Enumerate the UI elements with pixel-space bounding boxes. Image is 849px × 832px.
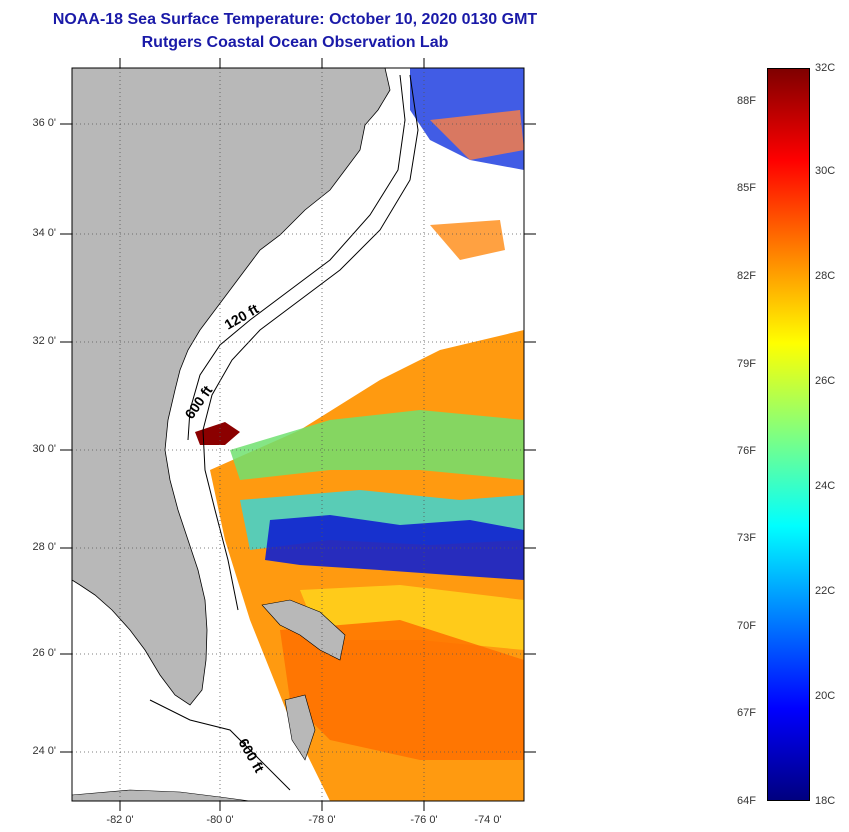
cb-f-73: 73F: [737, 532, 756, 544]
lon-label-80: -80 0': [206, 814, 234, 826]
lat-label-24: 24 0': [32, 745, 56, 757]
contour-south: [149, 699, 291, 791]
cb-c-24: 24C: [815, 480, 836, 492]
lon-label-78: -78 0': [308, 814, 336, 826]
cb-f-88: 88F: [737, 95, 756, 107]
lat-label-32: 32 0': [32, 335, 56, 347]
contour-600ft: [202, 74, 419, 611]
cb-c-28: 28C: [815, 270, 836, 282]
lat-label-28: 28 0': [32, 541, 56, 553]
cb-f-64: 64F: [737, 795, 756, 807]
cb-c-18: 18C: [815, 795, 836, 807]
land-cuba: [72, 789, 251, 801]
cb-c-26: 26C: [815, 375, 836, 387]
lon-label-76: -76 0': [410, 814, 438, 826]
cb-f-85: 85F: [737, 182, 756, 194]
sst-north-warm: [430, 110, 524, 160]
lat-label-30: 30 0': [32, 443, 56, 455]
map-ticks: [60, 58, 536, 811]
cb-f-70: 70F: [737, 620, 756, 632]
graticule: [72, 68, 524, 801]
cb-f-82: 82F: [737, 270, 756, 282]
lon-label-74: -74 0': [474, 814, 502, 826]
cb-f-79: 79F: [737, 358, 756, 370]
sst-mid-patch: [430, 220, 505, 260]
land-mainland: [72, 68, 391, 706]
lat-label-26: 26 0': [32, 647, 56, 659]
contour-120ft: [187, 74, 406, 441]
map-frame: [71, 67, 525, 802]
lat-label-36: 36 0': [32, 117, 56, 129]
temperature-colorbar: [767, 68, 810, 801]
map-title: NOAA-18 Sea Surface Temperature: October…: [52, 11, 538, 28]
cb-c-30: 30C: [815, 165, 836, 177]
land-bahamas: [261, 599, 346, 661]
lat-label-34: 34 0': [32, 227, 56, 239]
cb-c-20: 20C: [815, 690, 836, 702]
cb-c-32: 32C: [815, 62, 836, 74]
map-subtitle: Rutgers Coastal Ocean Observation Lab: [141, 34, 449, 51]
sst-green-band: [230, 410, 524, 480]
cb-f-76: 76F: [737, 445, 756, 457]
cb-f-67: 67F: [737, 707, 756, 719]
land-andros: [284, 694, 316, 761]
sst-hot-spot: [195, 422, 240, 445]
cb-c-22: 22C: [815, 585, 836, 597]
lon-label-82: -82 0': [106, 814, 134, 826]
sst-cold-band: [265, 515, 524, 580]
